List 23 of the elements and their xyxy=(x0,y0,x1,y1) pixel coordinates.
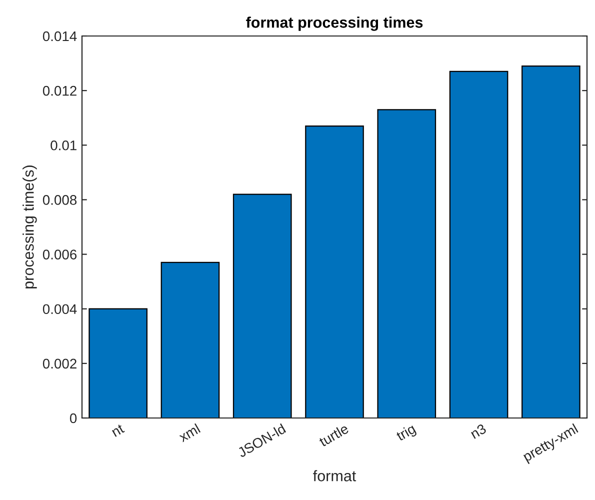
x-tick-label: nt xyxy=(111,424,125,437)
y-axis-title: processing time(s) xyxy=(22,166,37,288)
x-tick-label: turtle xyxy=(318,423,350,448)
bar xyxy=(449,70,508,418)
y-tick-label: 0.008 xyxy=(42,195,77,205)
x-tick-label: n3 xyxy=(470,423,487,439)
x-tick-label: xml xyxy=(178,423,201,442)
bar xyxy=(377,109,436,418)
bar xyxy=(305,125,364,418)
y-tick-label: 0.004 xyxy=(42,304,77,314)
bar xyxy=(88,308,148,418)
x-axis-title: format xyxy=(313,470,356,482)
bar xyxy=(522,65,580,418)
bar xyxy=(160,262,220,418)
y-tick-label: 0.002 xyxy=(42,358,76,369)
chart-title: format processing times xyxy=(246,16,423,31)
y-tick-label: 0.01 xyxy=(50,140,76,150)
y-tick-label: 0.014 xyxy=(42,31,77,42)
bar xyxy=(232,194,292,418)
x-tick-label: trig xyxy=(395,423,418,444)
y-tick-label: 0.006 xyxy=(42,250,77,260)
y-tick-label: 0.012 xyxy=(42,86,76,96)
y-tick-label: 0 xyxy=(70,413,77,424)
